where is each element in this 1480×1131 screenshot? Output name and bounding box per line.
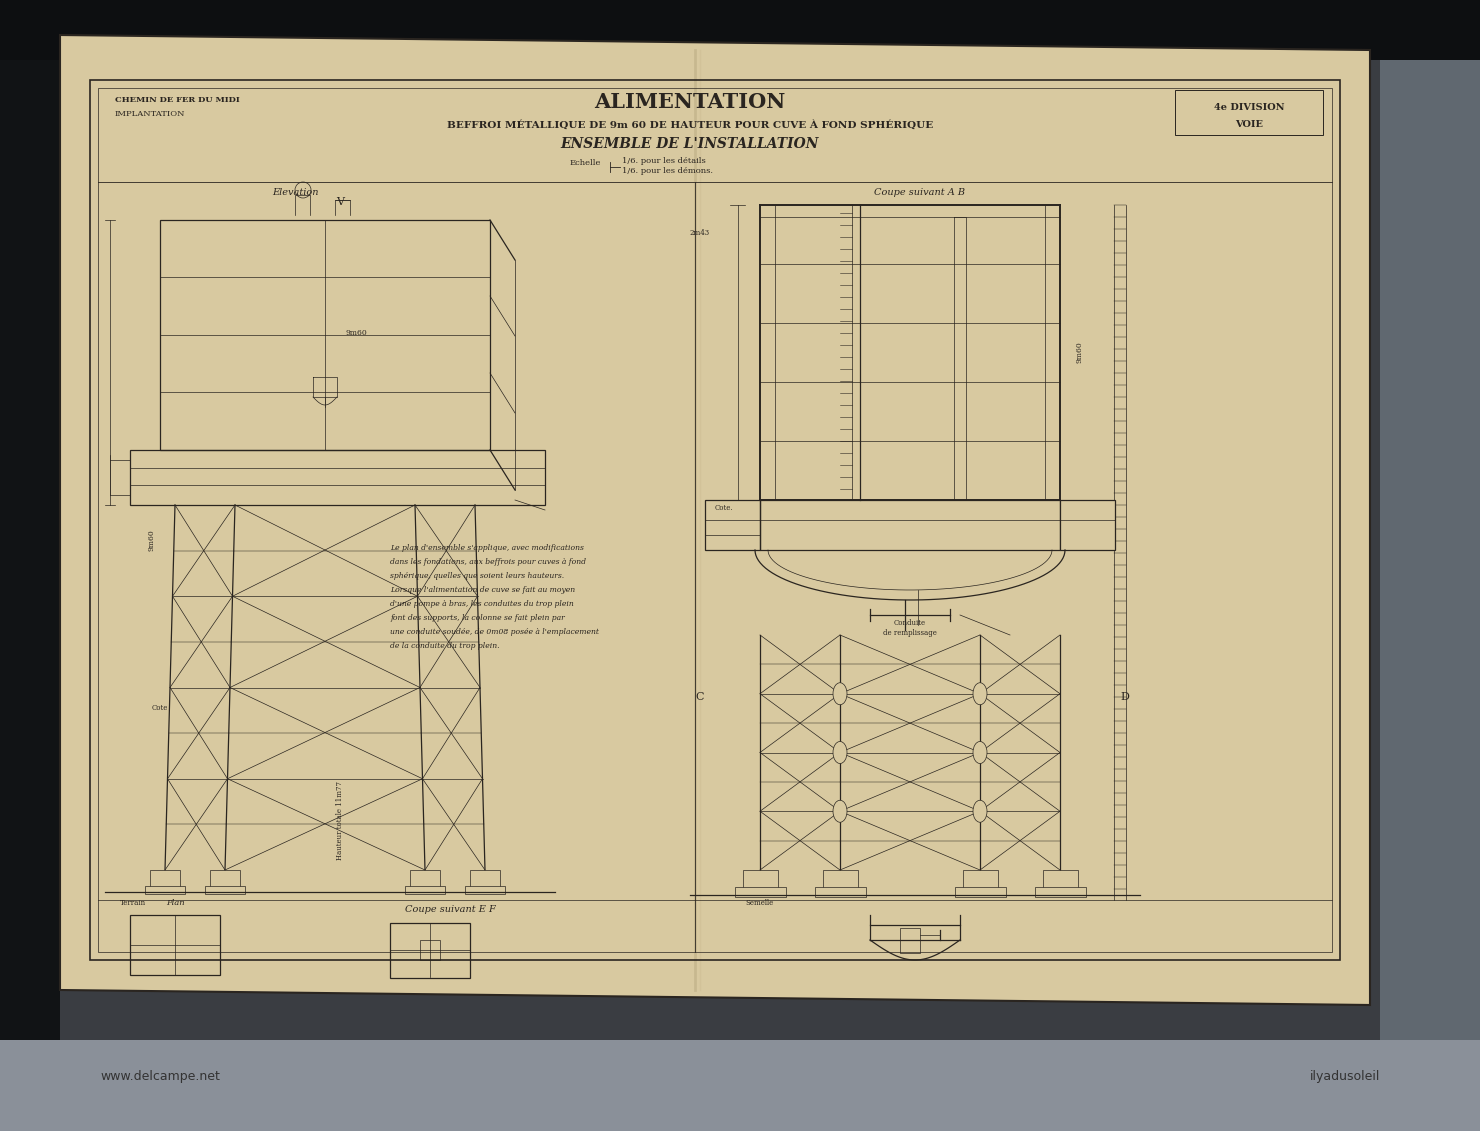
Text: font des supports, la colonne se fait plein par: font des supports, la colonne se fait pl… (391, 614, 565, 622)
Bar (761, 500, 1060, 550)
Text: Lorsque l'alimentation de cuve se fait au moyen: Lorsque l'alimentation de cuve se fait a… (391, 586, 576, 594)
Text: 4e DIVISION: 4e DIVISION (1214, 103, 1285, 112)
Bar (130, 450, 545, 506)
Ellipse shape (972, 742, 987, 763)
Text: D: D (1120, 692, 1129, 702)
Bar (210, 870, 240, 892)
Text: ALIMENTATION: ALIMENTATION (595, 92, 786, 112)
Bar (0, 0, 1480, 60)
Text: une conduite soudée, de 0m08 posée à l'emplacement: une conduite soudée, de 0m08 posée à l'e… (391, 628, 599, 636)
Bar (160, 221, 490, 450)
Bar (149, 870, 181, 892)
Text: de remplissage: de remplissage (884, 629, 937, 637)
Bar (130, 915, 221, 975)
Text: d'une pompe à bras, les conduites du trop plein: d'une pompe à bras, les conduites du tro… (391, 601, 574, 608)
Bar (465, 886, 505, 893)
Text: Semelle: Semelle (746, 899, 774, 907)
Bar (0, 1041, 1480, 1131)
Text: VOIE: VOIE (1234, 120, 1262, 129)
Bar (743, 870, 778, 895)
Ellipse shape (972, 801, 987, 822)
Bar (206, 886, 246, 893)
Text: Cote: Cote (152, 703, 169, 713)
Text: Echelle: Echelle (570, 159, 601, 167)
Bar (1060, 500, 1114, 550)
Text: Conduite: Conduite (894, 619, 926, 627)
Bar (1379, 0, 1480, 1131)
Ellipse shape (972, 683, 987, 705)
Text: 2m43: 2m43 (690, 228, 710, 238)
Text: sphérique, quelles que soient leurs hauteurs.: sphérique, quelles que soient leurs haut… (391, 572, 564, 580)
Text: IMPLANTATION: IMPLANTATION (115, 110, 185, 118)
Bar (420, 940, 440, 960)
Text: 9m60: 9m60 (1074, 342, 1083, 363)
Text: ENSEMBLE DE L'INSTALLATION: ENSEMBLE DE L'INSTALLATION (561, 137, 820, 152)
Bar (900, 929, 921, 953)
Bar (963, 870, 998, 895)
Text: 1/6. pour les démons.: 1/6. pour les démons. (622, 167, 713, 175)
Polygon shape (61, 35, 1370, 1005)
Text: Terrain: Terrain (120, 899, 147, 907)
Bar (955, 887, 1006, 897)
Ellipse shape (833, 801, 847, 822)
Bar (90, 80, 1339, 960)
Ellipse shape (833, 742, 847, 763)
Text: C: C (696, 692, 704, 702)
Text: Coupe suivant E F: Coupe suivant E F (404, 905, 496, 914)
Text: Coupe suivant A B: Coupe suivant A B (875, 188, 965, 197)
Bar (1175, 90, 1323, 135)
Bar (471, 870, 500, 892)
Bar (145, 886, 185, 893)
Text: 1/6. pour les détails: 1/6. pour les détails (622, 157, 706, 165)
Bar (736, 887, 786, 897)
Text: Hauteur totale 11m77: Hauteur totale 11m77 (336, 780, 343, 860)
Text: BEFFROI MÉTALLIQUE DE 9m 60 DE HAUTEUR POUR CUVE À FOND SPHÉRIQUE: BEFFROI MÉTALLIQUE DE 9m 60 DE HAUTEUR P… (447, 120, 932, 130)
Bar (1043, 870, 1077, 895)
Bar (704, 500, 761, 550)
Bar (406, 886, 445, 893)
Text: www.delcampe.net: www.delcampe.net (101, 1070, 221, 1083)
Bar (0, 0, 61, 1131)
Text: Le plan d'ensemble s'applique, avec modifications: Le plan d'ensemble s'applique, avec modi… (391, 544, 585, 552)
Text: CHEMIN DE FER DU MIDI: CHEMIN DE FER DU MIDI (115, 96, 240, 104)
Bar (815, 887, 866, 897)
Text: 9m60: 9m60 (345, 329, 367, 337)
Bar (98, 88, 1332, 952)
Text: Cote.: Cote. (715, 504, 734, 512)
Text: 9m60: 9m60 (148, 529, 155, 551)
Bar (1035, 887, 1086, 897)
Bar (823, 870, 858, 895)
Text: dans les fondations, aux beffrois pour cuves à fond: dans les fondations, aux beffrois pour c… (391, 558, 586, 566)
Text: Plan: Plan (166, 899, 185, 907)
Text: ilyadusoleil: ilyadusoleil (1310, 1070, 1379, 1083)
Ellipse shape (833, 683, 847, 705)
Bar (410, 870, 440, 892)
Bar (391, 923, 471, 978)
Text: V: V (336, 197, 343, 207)
Text: de la conduite du trop plein.: de la conduite du trop plein. (391, 642, 500, 650)
Text: Elevation: Elevation (272, 188, 318, 197)
